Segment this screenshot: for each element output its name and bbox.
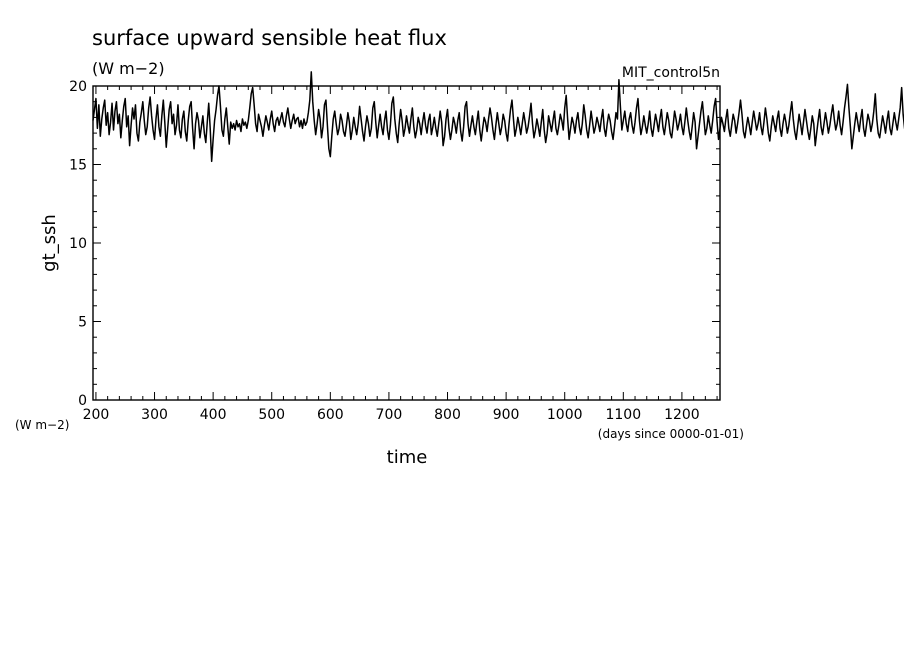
x-tick-label: 300 [141,407,168,423]
x-tick-label: 500 [258,407,285,423]
chart-title: surface upward sensible heat flux [92,26,447,50]
run-label: MIT_control5n [622,65,720,81]
x-tick-label: 900 [493,407,520,423]
x-tick-label: 1100 [605,407,641,423]
y-axis-tick-labels: 0 5 10 15 20 [69,79,87,409]
x-axis-label: time [387,447,428,468]
y-axis-ticks [93,85,720,401]
x-axis-tick-labels: 200 300 400 500 600 700 800 900 1000 1100 1200 [83,407,700,423]
x-tick-label: 400 [200,407,227,423]
series-line [92,71,904,163]
x-tick-label: 200 [83,407,110,423]
y-axis-label: gt_ssh [39,214,60,272]
x-tick-label: 1200 [664,407,700,423]
x-axis-units: (days since 0000-01-01) [598,427,744,441]
y-tick-label: 10 [69,236,87,252]
y-tick-label: 0 [78,393,87,409]
y-tick-label: 20 [69,79,87,95]
x-tick-label: 1000 [547,407,583,423]
y-tick-label: 5 [78,315,87,331]
x-axis-ticks [95,86,718,400]
x-tick-label: 800 [434,407,461,423]
x-tick-label: 700 [376,407,403,423]
y-tick-label: 15 [69,158,87,174]
y-axis-units: (W m−2) [15,418,69,432]
chart-subtitle: (W m−2) [92,59,165,78]
x-tick-label: 600 [317,407,344,423]
